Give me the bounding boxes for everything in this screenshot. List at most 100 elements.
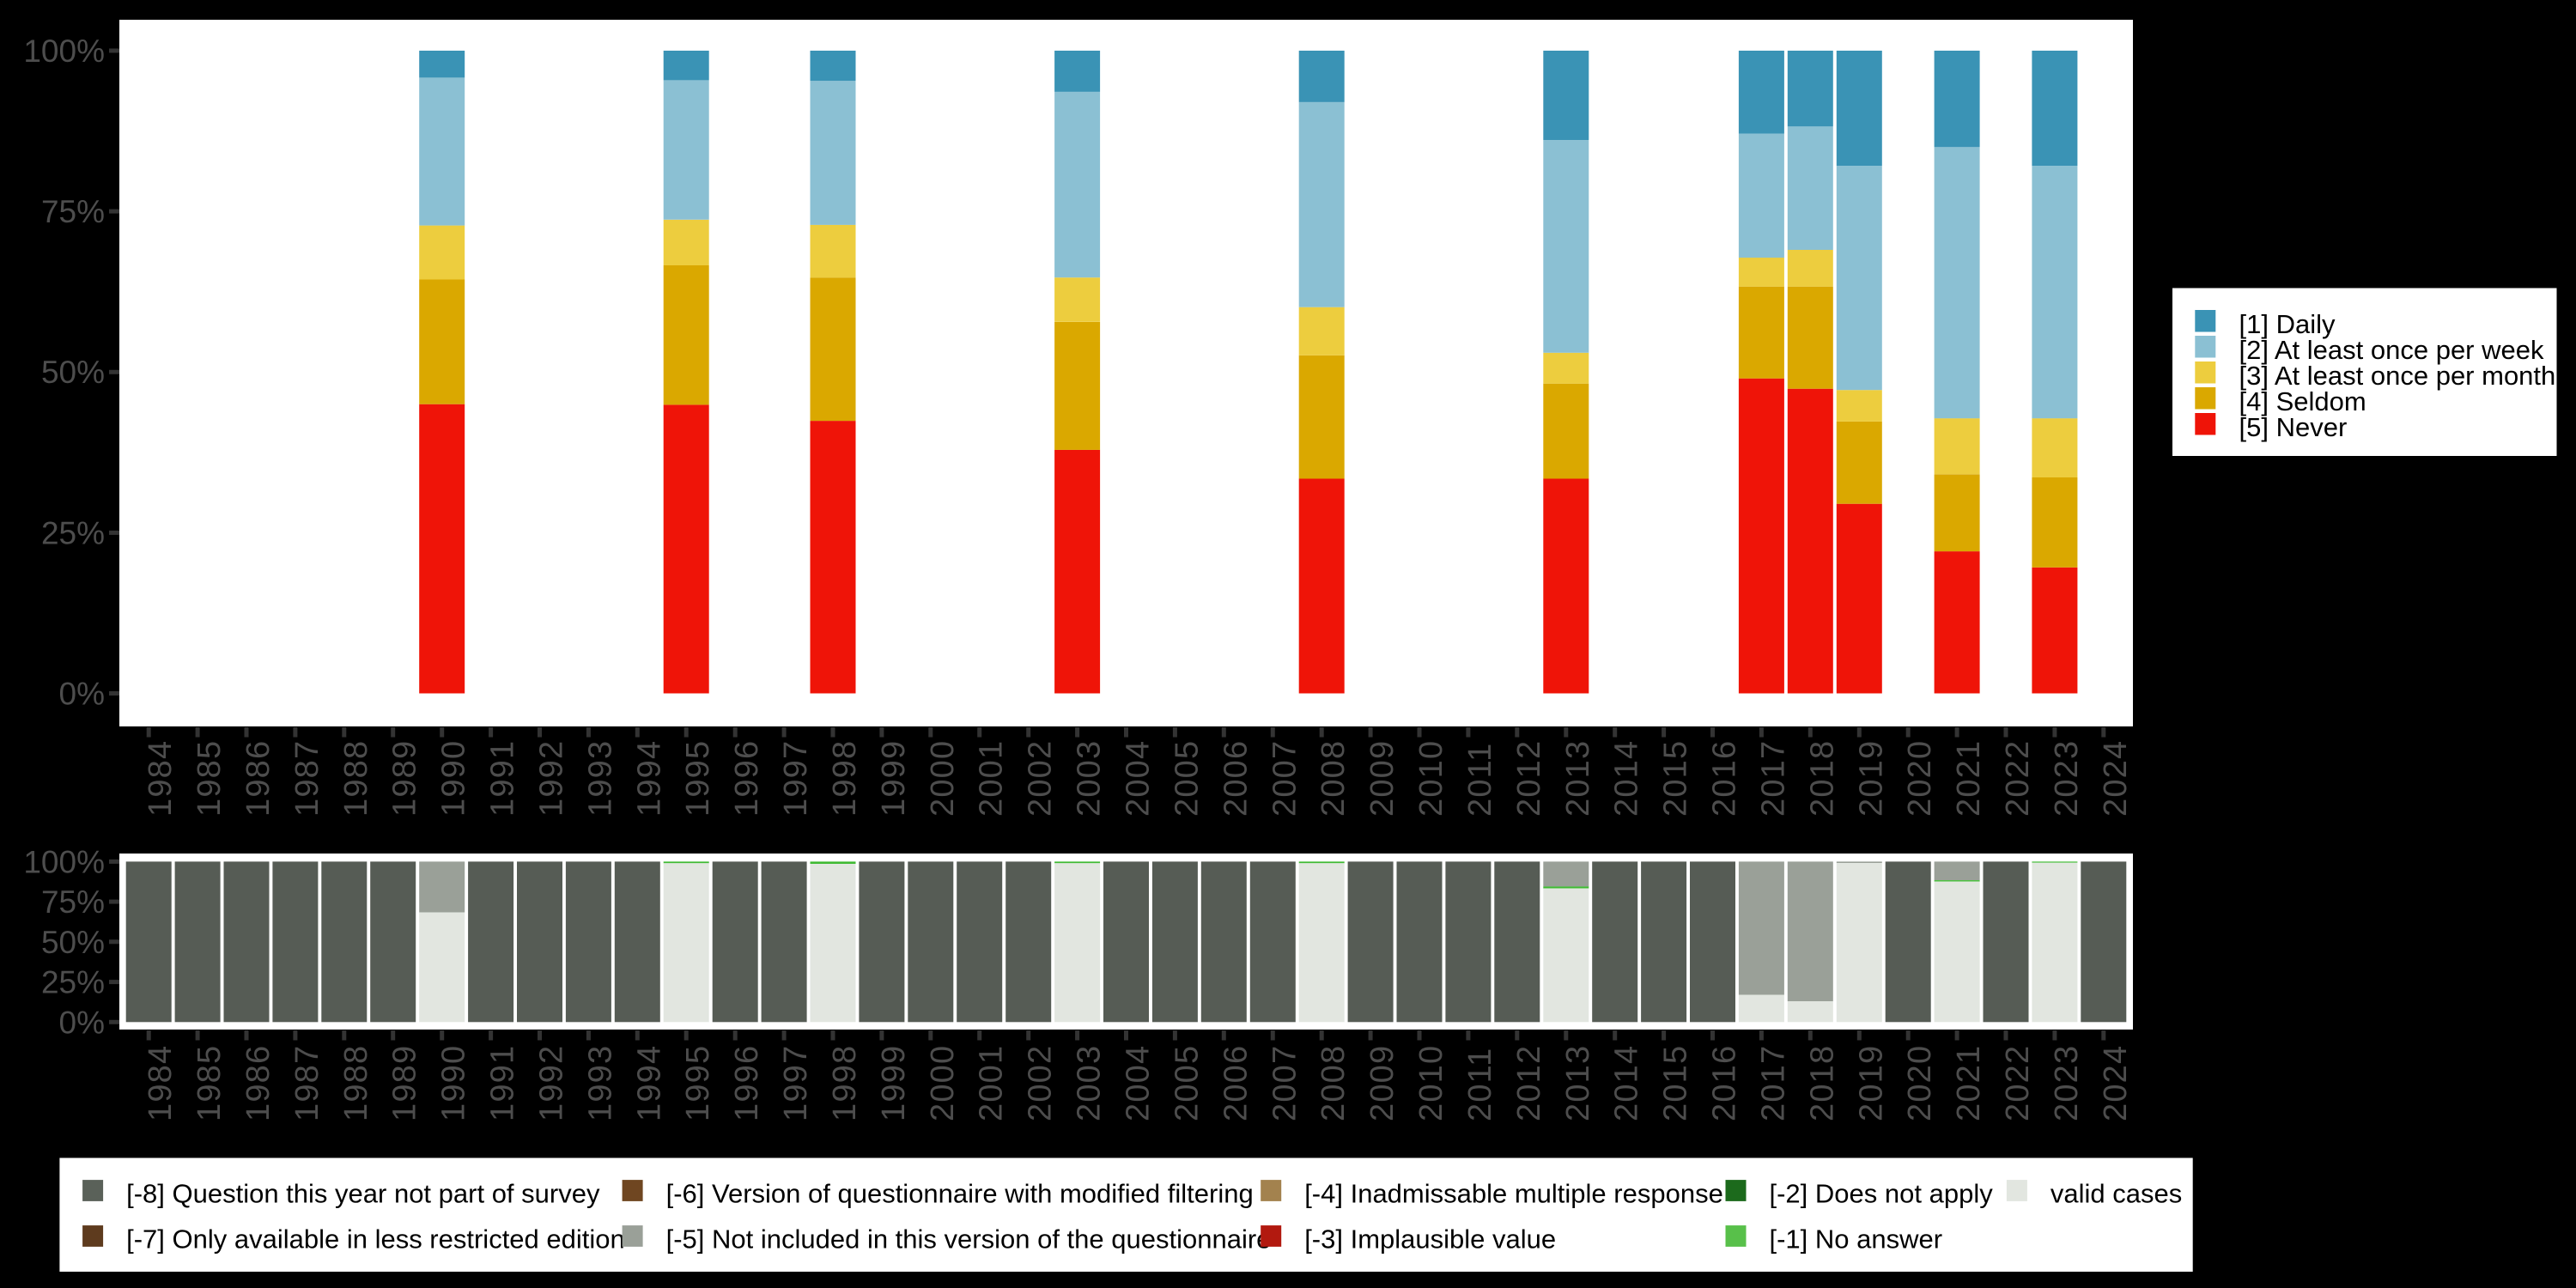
- svg-text:75%: 75%: [41, 884, 105, 920]
- svg-text:2002: 2002: [1023, 740, 1059, 817]
- svg-text:2019: 2019: [1853, 740, 1889, 817]
- svg-text:25%: 25%: [41, 515, 105, 550]
- svg-text:2022: 2022: [2000, 740, 2036, 817]
- svg-text:[-3] Implausible value: [-3] Implausible value: [1304, 1224, 1556, 1254]
- svg-text:2021: 2021: [1951, 1045, 1987, 1121]
- svg-text:valid cases: valid cases: [2050, 1178, 2182, 1208]
- svg-text:1987: 1987: [289, 1045, 325, 1121]
- svg-text:2000: 2000: [925, 1045, 961, 1121]
- svg-text:[-6] Version of questionnaire: [-6] Version of questionnaire with modif…: [666, 1178, 1254, 1208]
- svg-text:[5] Never: [5] Never: [2239, 412, 2348, 442]
- svg-text:2016: 2016: [1707, 740, 1743, 817]
- svg-text:[-8] Question this year not pa: [-8] Question this year not part of surv…: [126, 1178, 600, 1208]
- svg-text:2004: 2004: [1121, 1045, 1157, 1121]
- svg-text:1992: 1992: [534, 1045, 570, 1121]
- svg-text:1985: 1985: [191, 740, 228, 817]
- svg-text:1991: 1991: [485, 1045, 521, 1121]
- svg-text:2018: 2018: [1804, 1045, 1840, 1121]
- svg-text:2012: 2012: [1511, 1045, 1547, 1121]
- svg-text:1985: 1985: [191, 1045, 228, 1121]
- svg-text:2001: 2001: [974, 740, 1010, 817]
- svg-text:1987: 1987: [289, 740, 325, 817]
- svg-text:[-2] Does not apply: [-2] Does not apply: [1770, 1178, 1994, 1208]
- svg-text:2008: 2008: [1315, 740, 1352, 817]
- svg-text:1984: 1984: [143, 740, 179, 817]
- svg-text:1997: 1997: [778, 1045, 814, 1121]
- svg-text:1990: 1990: [436, 1045, 472, 1121]
- svg-text:2009: 2009: [1364, 1045, 1400, 1121]
- svg-text:2003: 2003: [1072, 1045, 1108, 1121]
- svg-text:50%: 50%: [41, 355, 105, 390]
- svg-text:1992: 1992: [534, 740, 570, 817]
- svg-text:2020: 2020: [1902, 740, 1938, 817]
- svg-text:1986: 1986: [240, 1045, 276, 1121]
- svg-text:2019: 2019: [1853, 1045, 1889, 1121]
- svg-text:2004: 2004: [1121, 740, 1157, 817]
- svg-text:2009: 2009: [1364, 740, 1400, 817]
- svg-text:1991: 1991: [485, 740, 521, 817]
- svg-text:2001: 2001: [974, 1045, 1010, 1121]
- svg-text:2023: 2023: [2049, 1045, 2085, 1121]
- svg-text:1990: 1990: [436, 740, 472, 817]
- svg-text:2017: 2017: [1755, 740, 1791, 817]
- svg-text:2005: 2005: [1169, 1045, 1205, 1121]
- svg-text:2003: 2003: [1072, 740, 1108, 817]
- svg-text:2020: 2020: [1902, 1045, 1938, 1121]
- svg-text:[-5] Not included in this vers: [-5] Not included in this version of the…: [666, 1224, 1272, 1254]
- svg-text:2008: 2008: [1315, 1045, 1352, 1121]
- svg-text:2007: 2007: [1267, 740, 1303, 817]
- svg-text:1998: 1998: [827, 1045, 863, 1121]
- svg-text:[-7] Only available in less re: [-7] Only available in less restricted e…: [126, 1224, 625, 1254]
- svg-text:2024: 2024: [2098, 1045, 2134, 1121]
- svg-text:2018: 2018: [1804, 740, 1840, 817]
- svg-text:2002: 2002: [1023, 1045, 1059, 1121]
- svg-text:2011: 2011: [1462, 742, 1498, 817]
- svg-text:1996: 1996: [729, 1045, 765, 1121]
- svg-text:2000: 2000: [925, 740, 961, 817]
- svg-text:100%: 100%: [23, 33, 105, 69]
- svg-text:2007: 2007: [1267, 1045, 1303, 1121]
- svg-text:0%: 0%: [59, 1005, 105, 1040]
- svg-text:1993: 1993: [582, 740, 618, 817]
- svg-text:1995: 1995: [680, 740, 716, 817]
- svg-text:[-1] No answer: [-1] No answer: [1770, 1224, 1943, 1254]
- svg-text:[1] Daily: [1] Daily: [2239, 309, 2336, 339]
- svg-text:2021: 2021: [1951, 740, 1987, 817]
- svg-text:1993: 1993: [582, 1045, 618, 1121]
- svg-text:50%: 50%: [41, 925, 105, 960]
- svg-text:[2] At least once per week: [2] At least once per week: [2239, 335, 2544, 365]
- svg-text:2017: 2017: [1755, 1045, 1791, 1121]
- svg-text:[4] Seldom: [4] Seldom: [2239, 386, 2366, 416]
- svg-text:2023: 2023: [2049, 740, 2085, 817]
- svg-text:100%: 100%: [23, 844, 105, 879]
- svg-text:1999: 1999: [876, 1045, 912, 1121]
- svg-text:2024: 2024: [2098, 740, 2134, 817]
- svg-text:1999: 1999: [876, 740, 912, 817]
- svg-text:2005: 2005: [1169, 740, 1205, 817]
- svg-text:1986: 1986: [240, 740, 276, 817]
- svg-text:1984: 1984: [143, 1045, 179, 1121]
- svg-text:2016: 2016: [1707, 1045, 1743, 1121]
- svg-text:1998: 1998: [827, 740, 863, 817]
- svg-text:2010: 2010: [1413, 1045, 1449, 1121]
- svg-text:2006: 2006: [1218, 740, 1254, 817]
- svg-text:0%: 0%: [59, 677, 105, 712]
- svg-text:2011: 2011: [1462, 1047, 1498, 1121]
- svg-text:1994: 1994: [631, 740, 667, 817]
- svg-text:2015: 2015: [1658, 1045, 1694, 1121]
- svg-text:1994: 1994: [631, 1045, 667, 1121]
- svg-text:2022: 2022: [2000, 1045, 2036, 1121]
- svg-text:2014: 2014: [1609, 740, 1645, 817]
- svg-text:2012: 2012: [1511, 740, 1547, 817]
- svg-text:2010: 2010: [1413, 740, 1449, 817]
- svg-text:2014: 2014: [1609, 1045, 1645, 1121]
- svg-text:1997: 1997: [778, 740, 814, 817]
- svg-text:[3] At least once per month: [3] At least once per month: [2239, 361, 2556, 391]
- svg-text:1989: 1989: [387, 1045, 423, 1121]
- svg-text:1988: 1988: [338, 1045, 374, 1121]
- svg-text:1989: 1989: [387, 740, 423, 817]
- svg-text:25%: 25%: [41, 965, 105, 1000]
- svg-text:2013: 2013: [1560, 1045, 1596, 1121]
- svg-text:1996: 1996: [729, 740, 765, 817]
- svg-text:[-4] Inadmissable multiple res: [-4] Inadmissable multiple response: [1304, 1178, 1723, 1208]
